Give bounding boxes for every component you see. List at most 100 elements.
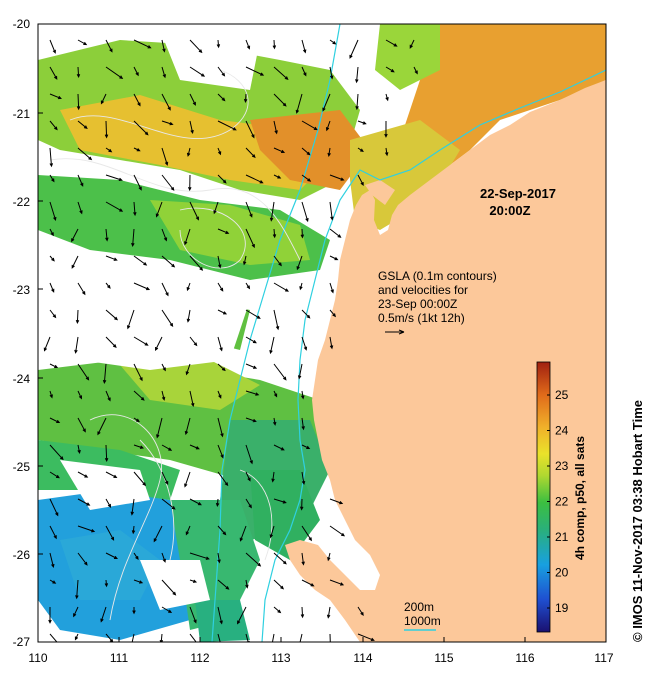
velocity-arrow [77, 390, 83, 400]
velocity-arrow [187, 174, 192, 192]
velocity-arrow [48, 606, 52, 624]
velocity-arrow [77, 498, 91, 506]
velocity-arrow [329, 228, 342, 238]
velocity-arrow [49, 363, 59, 369]
velocity-arrow [133, 66, 139, 77]
velocity-arrow [273, 579, 285, 590]
velocity-arrow [217, 606, 223, 625]
velocity-arrow [105, 255, 118, 261]
gsla-note-line3: 23-Sep 00:00Z [378, 297, 457, 311]
velocity-arrow [105, 390, 111, 402]
velocity-arrow [217, 525, 227, 536]
colorbar-tick-label: 24 [555, 424, 569, 438]
velocity-arrow [105, 39, 113, 53]
velocity-arrow [105, 498, 112, 508]
velocity-arrow [273, 444, 285, 451]
velocity-arrow [77, 147, 93, 161]
velocity-arrow [245, 444, 253, 465]
velocity-arrow [329, 255, 339, 261]
velocity-arrow [104, 579, 109, 588]
velocity-arrow [130, 498, 135, 516]
velocity-arrow [217, 390, 222, 399]
velocity-arrow [133, 39, 152, 49]
gsla-note-line2: and velocities for [378, 283, 468, 297]
velocity-arrow [329, 66, 334, 80]
velocity-arrow [189, 120, 194, 135]
velocity-arrow [133, 93, 141, 107]
velocity-arrow [217, 120, 237, 131]
velocity-arrow [133, 579, 144, 584]
velocity-arrow [77, 525, 96, 533]
velocity-arrow [329, 309, 336, 318]
velocity-arrow [217, 579, 230, 590]
colorbar-gradient [536, 361, 551, 633]
velocity-arrow [273, 174, 282, 179]
y-tick-label: -20 [13, 17, 31, 31]
velocity-arrow [273, 363, 287, 381]
velocity-arrow [161, 120, 174, 126]
velocity-arrow [189, 201, 199, 221]
velocity-arrow [409, 39, 415, 49]
velocity-arrow [49, 444, 64, 461]
velocity-arrow [301, 201, 309, 223]
cloud-gaps [38, 30, 330, 610]
velocity-arrow [217, 93, 226, 102]
velocity-arrow [217, 363, 226, 372]
velocity-arrow [105, 309, 119, 321]
velocity-arrow [329, 525, 346, 537]
velocity-arrow [189, 444, 200, 450]
velocity-arrow [301, 120, 318, 131]
velocity-arrow [329, 336, 334, 350]
y-axis: -20 -21 -22 -23 -24 -25 -26 -27 [13, 17, 31, 649]
velocity-arrow [297, 363, 303, 380]
velocity-arrow [301, 309, 311, 319]
velocity-arrow [133, 417, 140, 423]
velocity-arrow [273, 552, 287, 565]
velocity-arrow [384, 120, 388, 138]
velocity-arrow [189, 66, 206, 77]
x-tick-label: 116 [515, 651, 534, 665]
velocity-arrow [104, 120, 109, 139]
velocity-arrow [189, 606, 197, 624]
velocity-arrow [301, 525, 312, 542]
velocity-arrow [245, 66, 265, 76]
velocity-arrow [77, 201, 83, 215]
velocity-arrow [329, 174, 345, 181]
velocity-arrow [49, 120, 58, 131]
gsla-note-line4: 0.5m/s (1kt 12h) [378, 311, 465, 325]
velocity-arrow [357, 174, 364, 187]
velocity-arrow [299, 282, 303, 291]
velocity-arrow [133, 120, 149, 136]
velocity-arrow [329, 498, 344, 505]
plot-frame [37, 23, 607, 643]
velocity-arrow [49, 93, 62, 100]
velocity-arrow [245, 417, 257, 423]
x-tick-label: 111 [110, 651, 129, 665]
x-tick-label: 117 [594, 651, 613, 665]
velocity-arrow [299, 633, 303, 642]
x-tick-label: 110 [28, 651, 47, 665]
velocity-arrow [301, 444, 311, 449]
velocity-arrow [329, 39, 337, 45]
velocity-arrow [245, 120, 255, 139]
velocity-arrow [161, 498, 176, 510]
velocity-arrow [385, 93, 389, 102]
velocity-arrow [189, 552, 210, 560]
velocity-arrow [357, 147, 364, 153]
velocity-arrow [49, 309, 57, 319]
velocity-arrow [105, 147, 113, 153]
velocity-arrow [296, 255, 303, 271]
velocity-arrow [273, 282, 289, 292]
colorbar-tick-label: 25 [555, 388, 569, 402]
axis-ticks [38, 112, 526, 642]
velocity-arrow [49, 228, 54, 237]
velocity-arrow [213, 201, 219, 215]
velocity-arrow [161, 390, 166, 401]
velocity-arrow [77, 552, 88, 566]
velocity-arrow [161, 228, 168, 242]
velocity-arrow [100, 93, 107, 105]
velocity-arrow [76, 66, 81, 79]
velocity-arrow [49, 498, 59, 517]
velocity-arrow [161, 39, 166, 53]
velocity-arrow [245, 363, 258, 369]
